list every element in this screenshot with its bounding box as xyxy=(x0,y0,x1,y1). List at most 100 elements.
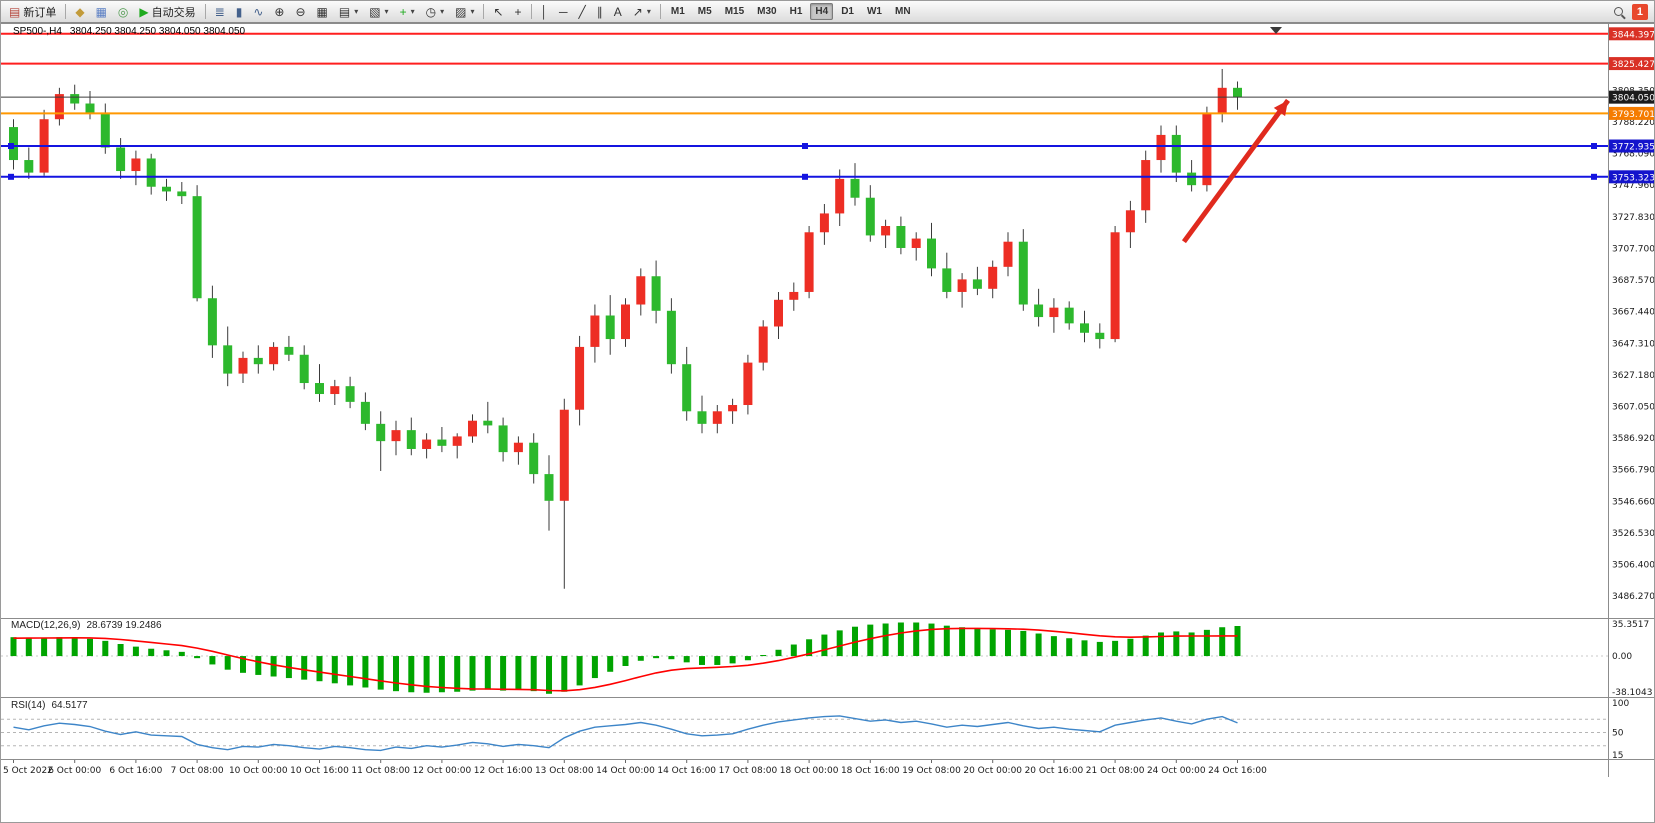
template-icon: ▨ xyxy=(455,4,467,19)
support-line-lower-handle[interactable] xyxy=(1591,173,1597,180)
candle-body xyxy=(315,383,324,395)
candlestick-icon: ▮ xyxy=(235,4,243,19)
chart-ohlc: 3804.250 3804.250 3804.050 3804.050 xyxy=(69,26,246,37)
tile-windows-button[interactable]: ▦ xyxy=(312,2,333,21)
chart-symbol-period: SP500-,H4 xyxy=(13,26,62,37)
candle-body xyxy=(146,158,156,187)
toolbar-separator xyxy=(65,4,67,19)
candle-body xyxy=(376,423,386,442)
candle-body xyxy=(468,420,477,437)
chart-shift-marker[interactable] xyxy=(1270,27,1282,34)
price-tick-label: 3566.790 xyxy=(1612,466,1655,476)
macd-values: 28.6739 19.2486 xyxy=(86,620,162,631)
support-line-lower-handle[interactable] xyxy=(802,173,808,180)
cursor-button[interactable]: ↖ xyxy=(488,2,508,21)
toolbar-separator xyxy=(483,4,485,19)
candle-body xyxy=(513,442,523,453)
new-order-button-label: 新订单 xyxy=(23,6,57,19)
support-line-upper-handle[interactable] xyxy=(8,143,14,150)
timeframe-button-w1[interactable]: W1 xyxy=(866,6,882,17)
date-label: 18 Oct 00:00 xyxy=(780,766,839,776)
chart-area[interactable]: 3808.3503788.2203768.0903747.9603727.830… xyxy=(1,23,1655,823)
candle-body xyxy=(927,238,936,269)
pivot-line-orange-price-tag xyxy=(1609,106,1654,120)
date-label: 13 Oct 08:00 xyxy=(535,766,594,776)
price-tick-label: 3788.220 xyxy=(1612,118,1655,128)
candle-body xyxy=(345,386,355,402)
support-line-upper-handle[interactable] xyxy=(1591,143,1597,150)
add-indicator-button[interactable]: + ▾ xyxy=(395,2,420,21)
candle-body xyxy=(621,304,630,340)
ohlc-bars-button[interactable]: ≣ xyxy=(210,2,230,21)
channel-button[interactable]: ∥ xyxy=(592,2,608,21)
clock-icon: ◷ xyxy=(425,4,437,19)
support-line-lower-handle[interactable] xyxy=(8,173,14,180)
chevron-down-icon: ▾ xyxy=(470,7,475,16)
timeframe-button-h4[interactable]: H4 xyxy=(810,3,834,20)
rsi-tick-label: 15 xyxy=(1612,751,1623,761)
candle-body xyxy=(452,436,462,446)
new-order-button[interactable]: ▤ 新订单 xyxy=(4,2,61,21)
chevron-down-icon: ▾ xyxy=(440,7,445,16)
trend-arrow-head[interactable] xyxy=(1273,100,1288,117)
trendline-button[interactable]: ╱ xyxy=(574,2,591,21)
sound-alerts-button[interactable]: ◎ xyxy=(113,2,133,21)
toolbar-separator xyxy=(204,4,206,19)
rsi-tick-label: 100 xyxy=(1612,699,1629,709)
profiles-button[interactable]: ◆ xyxy=(70,2,89,21)
notification-badge[interactable]: 1 xyxy=(1631,3,1648,20)
date-label: 7 Oct 08:00 xyxy=(171,766,224,776)
chevron-down-icon: ▾ xyxy=(646,7,651,16)
autotrading-button[interactable]: ▶ 自动交易 xyxy=(134,2,200,21)
trend-arrow-shaft[interactable] xyxy=(1181,98,1291,244)
candle-body xyxy=(957,279,967,292)
arrange-charts-button[interactable]: ▤ ▾ xyxy=(334,2,363,21)
macd-tick-label: 35.3517 xyxy=(1612,620,1649,630)
candle-body xyxy=(605,315,615,340)
horizontal-line-button[interactable]: ─ xyxy=(554,2,573,21)
timeframe-button-h1[interactable]: H1 xyxy=(789,6,803,17)
price-axis xyxy=(1608,23,1654,822)
candle-body xyxy=(1080,323,1089,333)
crosshair-button[interactable]: + xyxy=(510,2,527,21)
zoom-in-button[interactable]: ⊕ xyxy=(269,2,289,21)
candle-body xyxy=(590,315,600,347)
timeframe-button-m15[interactable]: M15 xyxy=(724,6,745,17)
symbol-search-button[interactable] xyxy=(1609,2,1628,21)
candle-body xyxy=(483,420,493,426)
support-line-upper-handle[interactable] xyxy=(802,143,808,150)
arrows-button[interactable]: ↗ ▾ xyxy=(628,2,656,21)
candle-body xyxy=(911,238,921,248)
toolbar-separator xyxy=(659,4,661,19)
plus-icon: + xyxy=(399,4,407,19)
periods-button[interactable]: ◷ ▾ xyxy=(421,2,450,21)
toolbar: ▤ 新订单 ◆ ▦ ◎ ▶ 自动交易 ≣ ▮ ∿ ⊕ ⊖ ▦ ▤ ▾ ▧ ▾ + ▾ ◷ ▾ ▨ ▾ ↖ + │ ─ ╱ ∥ A ↗ ▾ M1 M… xyxy=(1,1,1654,23)
candlestick-button[interactable]: ▮ xyxy=(231,2,248,21)
timeframe-button-m5[interactable]: M5 xyxy=(697,6,712,17)
candle-body xyxy=(819,213,829,233)
timeframe-button-d1[interactable]: D1 xyxy=(841,6,854,17)
rsi-line xyxy=(13,715,1238,752)
timeframe-button-mn[interactable]: MN xyxy=(894,6,911,17)
candle-body xyxy=(697,411,707,424)
text-label-button[interactable]: A xyxy=(609,2,627,21)
candle-body xyxy=(207,298,217,346)
cascade-charts-button[interactable]: ▧ ▾ xyxy=(364,2,393,21)
charts-window-button[interactable]: ▦ xyxy=(91,2,112,21)
templates-button[interactable]: ▨ ▾ xyxy=(450,2,479,21)
new-order-icon: ▤ xyxy=(9,4,21,19)
resistance-line-lower-price-tag xyxy=(1609,57,1654,71)
date-label: 19 Oct 08:00 xyxy=(902,766,961,776)
arrow-object-icon: ↗ xyxy=(632,4,643,19)
rsi-tick-label: 50 xyxy=(1612,728,1624,738)
zoom-out-button[interactable]: ⊖ xyxy=(290,2,310,21)
zoom-in-icon: ⊕ xyxy=(274,4,285,19)
line-chart-button[interactable]: ∿ xyxy=(248,2,268,21)
candle-body xyxy=(116,147,126,172)
timeframe-button-m30[interactable]: M30 xyxy=(757,6,777,17)
timeframe-button-m1[interactable]: M1 xyxy=(670,6,685,17)
date-label: 18 Oct 16:00 xyxy=(841,766,900,776)
trend-arrow[interactable] xyxy=(1181,98,1291,244)
vertical-line-button[interactable]: │ xyxy=(536,2,554,21)
candle-body xyxy=(1202,112,1212,186)
